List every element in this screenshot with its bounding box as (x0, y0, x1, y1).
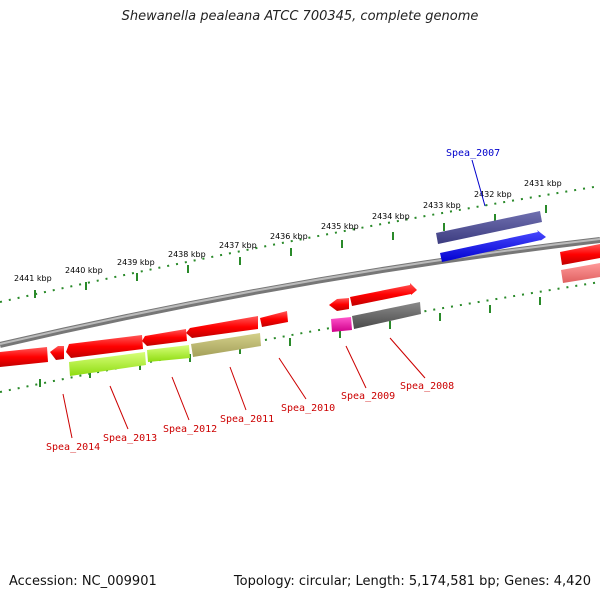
tick-label: 2441 kbp (14, 274, 52, 283)
accession-text: Accession: NC_009901 (9, 574, 157, 589)
gene-label-spea-2012[interactable]: Spea_2012 (163, 424, 217, 435)
forward-tick-track (0, 185, 600, 303)
gene-label-spea-2009[interactable]: Spea_2009 (341, 391, 395, 402)
tick-label: 2434 kbp (372, 212, 410, 221)
gene-forward-pink-right[interactable] (561, 263, 600, 283)
gene-label-spea-2008[interactable]: Spea_2008 (400, 381, 454, 392)
gene-label-spea-2013[interactable]: Spea_2013 (103, 433, 157, 444)
gene-spea-2007[interactable] (436, 211, 542, 244)
leader-line-spea-2014 (62, 393, 73, 439)
gene-reverse-red-1[interactable] (260, 311, 288, 327)
tick-label: 2435 kbp (321, 222, 359, 231)
gene-label-spea-2014[interactable]: Spea_2014 (46, 442, 100, 453)
gene-reverse-red-2[interactable] (186, 316, 258, 338)
gene-reverse-red-3[interactable] (142, 329, 187, 346)
gene-forward-red[interactable] (350, 283, 417, 306)
leader-line-spea-2009 (345, 345, 367, 389)
leader-line-spea-2007 (471, 159, 486, 207)
tick-label: 2438 kbp (168, 250, 206, 259)
gene-forward-red-right[interactable] (560, 244, 600, 265)
gene-reverse-red-5[interactable] (50, 346, 64, 360)
gene-label-spea-2007[interactable]: Spea_2007 (446, 148, 500, 159)
genome-backbone (0, 237, 600, 348)
leader-line-spea-2008 (389, 337, 426, 379)
tick-label: 2436 kbp (270, 232, 308, 241)
leader-line-spea-2010 (278, 357, 307, 400)
leader-line-spea-2011 (229, 366, 247, 411)
gene-reverse-red-4[interactable] (66, 335, 143, 358)
gene-spea-2012-bar[interactable] (147, 345, 190, 362)
tick-label: 2433 kbp (423, 201, 461, 210)
gene-spea-2008-bar[interactable] (352, 302, 421, 329)
tick-label: 2432 kbp (474, 190, 512, 199)
leader-line-spea-2013 (109, 385, 129, 430)
tick-label: 2439 kbp (117, 258, 155, 267)
gene-label-spea-2010[interactable]: Spea_2010 (281, 403, 335, 414)
genome-summary-text: Topology: circular; Length: 5,174,581 bp… (233, 574, 591, 589)
tick-label: 2440 kbp (65, 266, 103, 275)
tick-label: 2437 kbp (219, 241, 257, 250)
gene-spea-2011-bar[interactable] (191, 333, 261, 357)
gene-forward-red-small[interactable] (329, 298, 349, 311)
page-title: Shewanella pealeana ATCC 700345, complet… (121, 9, 479, 24)
gene-reverse-red-6[interactable] (0, 347, 48, 367)
gene-spea-2009-bar[interactable] (331, 317, 352, 332)
gene-forward-blue[interactable] (440, 230, 546, 262)
tick-label: 2431 kbp (524, 179, 562, 188)
gene-label-spea-2011[interactable]: Spea_2011 (220, 414, 274, 425)
leader-line-spea-2012 (171, 376, 190, 421)
gene-spea-2013-bar[interactable] (69, 352, 146, 376)
